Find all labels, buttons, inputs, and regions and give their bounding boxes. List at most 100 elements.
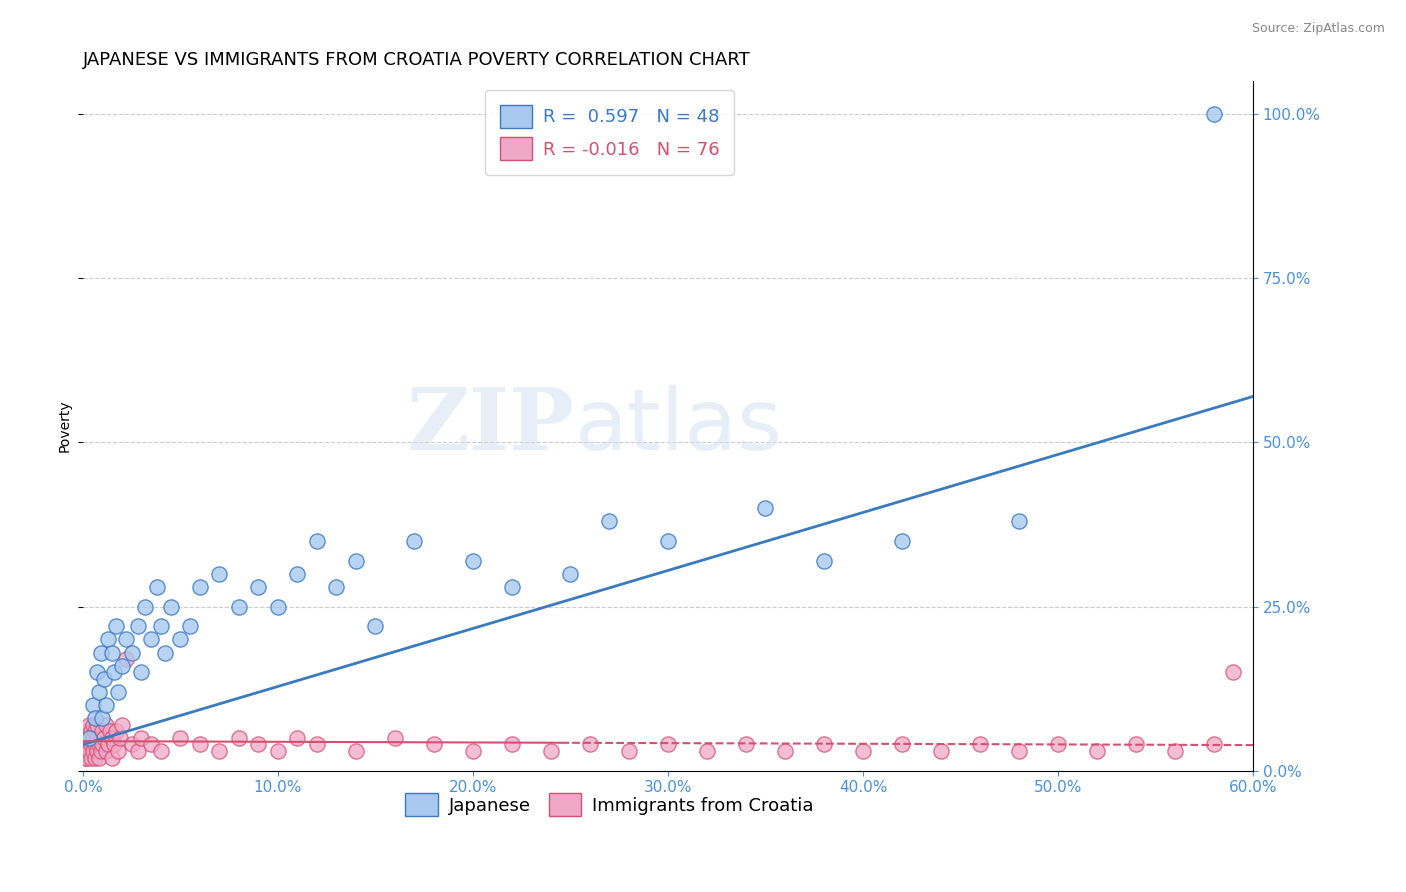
Y-axis label: Poverty: Poverty	[58, 400, 72, 452]
Point	[101, 646, 124, 660]
Point	[1222, 665, 1244, 680]
Point	[364, 619, 387, 633]
Point	[540, 744, 562, 758]
Point	[141, 632, 163, 647]
Point	[169, 731, 191, 745]
Point	[87, 738, 110, 752]
Point	[98, 724, 121, 739]
Point	[96, 744, 118, 758]
Point	[90, 646, 112, 660]
Point	[247, 580, 270, 594]
Point	[598, 514, 620, 528]
Point	[891, 738, 914, 752]
Point	[111, 658, 134, 673]
Point	[657, 738, 679, 752]
Legend: Japanese, Immigrants from Croatia: Japanese, Immigrants from Croatia	[398, 786, 821, 823]
Point	[76, 724, 98, 739]
Point	[696, 744, 718, 758]
Point	[267, 744, 290, 758]
Point	[228, 731, 250, 745]
Point	[86, 717, 108, 731]
Point	[141, 738, 163, 752]
Point	[77, 744, 100, 758]
Point	[73, 750, 96, 764]
Point	[617, 744, 640, 758]
Point	[461, 744, 484, 758]
Point	[579, 738, 602, 752]
Point	[501, 738, 523, 752]
Point	[159, 599, 181, 614]
Point	[93, 672, 115, 686]
Point	[121, 646, 143, 660]
Text: Source: ZipAtlas.com: Source: ZipAtlas.com	[1251, 22, 1385, 36]
Text: atlas: atlas	[575, 384, 782, 467]
Point	[83, 724, 105, 739]
Point	[107, 685, 129, 699]
Point	[169, 632, 191, 647]
Point	[91, 724, 114, 739]
Point	[754, 501, 776, 516]
Point	[96, 698, 118, 712]
Point	[1008, 744, 1031, 758]
Point	[86, 744, 108, 758]
Point	[228, 599, 250, 614]
Point	[325, 580, 347, 594]
Point	[105, 724, 128, 739]
Point	[96, 717, 118, 731]
Point	[82, 744, 104, 758]
Point	[77, 717, 100, 731]
Point	[852, 744, 875, 758]
Point	[111, 717, 134, 731]
Point	[73, 738, 96, 752]
Point	[813, 553, 835, 567]
Point	[93, 731, 115, 745]
Point	[735, 738, 758, 752]
Point	[80, 724, 103, 739]
Point	[90, 731, 112, 745]
Point	[105, 619, 128, 633]
Point	[127, 619, 149, 633]
Point	[344, 744, 367, 758]
Point	[305, 533, 328, 548]
Point	[149, 744, 172, 758]
Point	[247, 738, 270, 752]
Point	[83, 711, 105, 725]
Point	[103, 738, 125, 752]
Point	[1008, 514, 1031, 528]
Point	[76, 750, 98, 764]
Point	[384, 731, 406, 745]
Point	[87, 750, 110, 764]
Point	[86, 665, 108, 680]
Point	[891, 533, 914, 548]
Point	[501, 580, 523, 594]
Point	[87, 685, 110, 699]
Point	[80, 750, 103, 764]
Point	[208, 566, 231, 581]
Point	[149, 619, 172, 633]
Point	[929, 744, 952, 758]
Point	[146, 580, 169, 594]
Point	[77, 731, 100, 745]
Point	[461, 553, 484, 567]
Point	[813, 738, 835, 752]
Point	[267, 599, 290, 614]
Point	[107, 744, 129, 758]
Point	[179, 619, 201, 633]
Point	[1046, 738, 1069, 752]
Point	[287, 566, 309, 581]
Point	[121, 738, 143, 752]
Point	[80, 738, 103, 752]
Point	[153, 646, 176, 660]
Point	[1085, 744, 1108, 758]
Point	[1202, 738, 1225, 752]
Point	[97, 738, 120, 752]
Point	[188, 738, 211, 752]
Point	[657, 533, 679, 548]
Point	[115, 652, 138, 666]
Point	[91, 738, 114, 752]
Point	[108, 731, 131, 745]
Text: JAPANESE VS IMMIGRANTS FROM CROATIA POVERTY CORRELATION CHART: JAPANESE VS IMMIGRANTS FROM CROATIA POVE…	[83, 51, 751, 69]
Point	[86, 731, 108, 745]
Point	[127, 744, 149, 758]
Text: ZIP: ZIP	[406, 384, 575, 468]
